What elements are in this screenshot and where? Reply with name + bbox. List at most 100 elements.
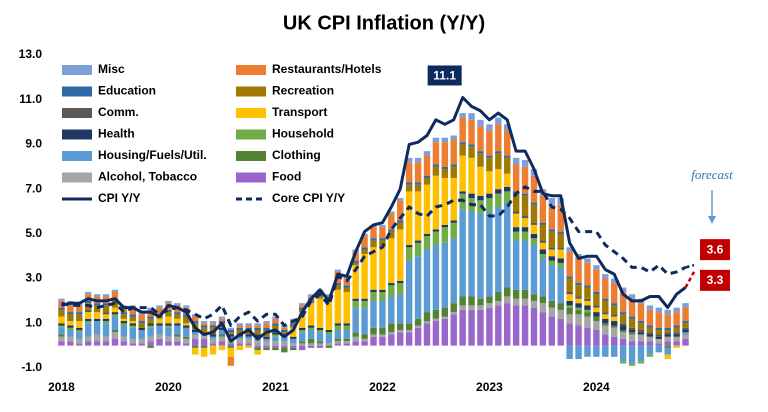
bar-segment (602, 334, 609, 346)
bar-segment (628, 363, 636, 366)
bar-segment (379, 291, 386, 301)
bar-segment (325, 329, 333, 333)
bar-segment (298, 303, 306, 306)
bar-segment (450, 164, 457, 167)
bar-segment (575, 258, 582, 284)
bar-segment (281, 341, 288, 346)
bar-segment (575, 303, 582, 308)
bar-segment (343, 325, 350, 330)
bar-segment (566, 345, 573, 360)
bar-segment (557, 318, 564, 346)
bar-segment (388, 332, 395, 335)
bar-segment (325, 294, 333, 297)
bar-segment (397, 323, 404, 330)
bar-segment (361, 236, 368, 248)
bar-segment (84, 318, 92, 322)
bar-segment (254, 350, 261, 355)
bar-segment (575, 296, 582, 299)
bar-segment (76, 329, 83, 333)
bar-segment (450, 314, 457, 346)
bar-segment (504, 287, 511, 297)
forecast-arrowhead (708, 216, 716, 224)
bar-segment (575, 345, 582, 360)
bar-segment (76, 343, 83, 346)
bar-segment (673, 336, 680, 342)
bar-segment (236, 338, 243, 344)
bar-segment (405, 157, 413, 163)
bar-segment (281, 345, 288, 348)
bar-segment (254, 329, 261, 335)
bar-segment (548, 229, 556, 232)
bar-segment (423, 249, 431, 313)
bar-segment (120, 325, 128, 337)
bar-segment (236, 327, 243, 330)
bar-segment (441, 142, 449, 167)
bar-segment (655, 336, 663, 339)
bar-segment (316, 345, 324, 348)
bar-segment (343, 323, 350, 326)
legend-swatch (62, 151, 92, 161)
bar-segment (84, 291, 92, 295)
bar-segment (611, 316, 618, 322)
bar-segment (120, 314, 128, 319)
bar-segment (352, 300, 359, 308)
bar-segment (307, 338, 315, 344)
peak-box (427, 65, 462, 86)
bar-segment (664, 314, 671, 328)
bar-segment (530, 238, 538, 246)
bar-segment (646, 305, 654, 310)
bar-segment (557, 262, 564, 268)
legend-swatch (236, 129, 266, 140)
bar-segment (575, 307, 582, 310)
bar-segment (379, 247, 386, 290)
bar-segment (361, 300, 368, 308)
bar-segment (165, 323, 172, 326)
bar-segment (334, 289, 342, 324)
bar-segment (423, 236, 431, 250)
bar-segment (397, 198, 404, 201)
bar-segment (245, 338, 252, 344)
bar-segment (236, 323, 243, 326)
bar-segment (646, 354, 654, 357)
bar-segment (102, 294, 110, 297)
bar-segment (441, 177, 449, 225)
bar-segment (468, 144, 475, 147)
bar-segment (316, 332, 324, 342)
bar-segment (254, 323, 261, 326)
bar-segment (584, 300, 591, 306)
bar-segment (58, 334, 65, 337)
bar-segment (343, 287, 350, 292)
bar-segment (557, 249, 564, 259)
bar-segment (58, 298, 65, 301)
bar-segment (316, 296, 324, 299)
bar-segment (227, 327, 235, 330)
bar-segment (156, 325, 163, 335)
bar-segment (102, 341, 110, 346)
bar-segment (450, 220, 457, 223)
bar-segment (307, 303, 315, 326)
bar-segment (67, 305, 74, 313)
bar-segment (129, 325, 136, 328)
bar-segment (459, 209, 466, 297)
bar-segment (602, 300, 609, 313)
bar-segment (388, 229, 395, 232)
bar-segment (584, 285, 591, 288)
bar-segment (423, 175, 431, 178)
bar-segment (521, 193, 529, 196)
legend-label: Alcohol, Tobacco (98, 170, 197, 184)
x-tick-label: 2021 (262, 380, 289, 394)
bar-segment (290, 325, 297, 328)
bar-segment (432, 318, 440, 322)
bar-segment (432, 137, 440, 143)
bar-segment (512, 231, 520, 241)
bar-segment (156, 338, 163, 346)
bar-segment (432, 166, 440, 176)
legend-swatch (236, 172, 266, 183)
bar-segment (147, 336, 154, 342)
bar-segment (584, 309, 591, 313)
y-tick-label: 3.0 (25, 271, 42, 285)
bar-segment (450, 139, 457, 165)
bar-segment (183, 323, 190, 326)
y-tick-label: 11.0 (19, 92, 42, 106)
